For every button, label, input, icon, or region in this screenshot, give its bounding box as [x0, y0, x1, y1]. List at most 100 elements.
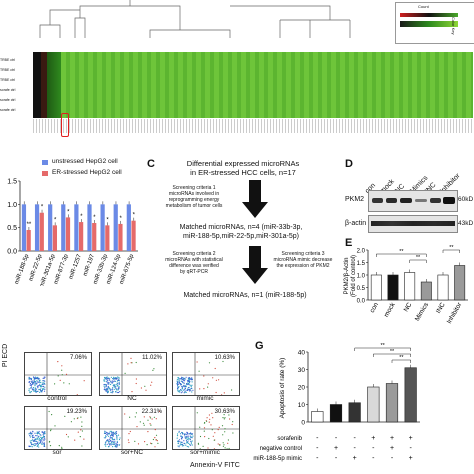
x-tick-label: con	[369, 301, 380, 314]
flow-dot	[155, 418, 157, 420]
significance-bracket	[409, 259, 427, 263]
flow-dot	[149, 423, 151, 425]
flow-dot	[187, 377, 189, 379]
flow-dot	[208, 362, 211, 364]
flow-dot	[40, 390, 42, 393]
flow-dot	[42, 382, 44, 384]
flow-dot	[210, 424, 212, 426]
band	[443, 197, 455, 204]
flow-dot	[105, 445, 107, 447]
flow-dot	[109, 389, 111, 391]
flow-dot	[107, 391, 109, 393]
flow-dot	[115, 433, 118, 435]
flow-dot	[112, 378, 114, 380]
flow-dot	[107, 392, 109, 394]
flow-dot	[146, 444, 148, 446]
condition-mark: -	[335, 435, 338, 442]
flow-dot	[185, 433, 187, 435]
x-tick-label: miR-877-3p	[53, 253, 70, 285]
flow-dot	[222, 442, 224, 444]
flow-plot: 22.31%	[99, 406, 167, 450]
flow-dot	[154, 437, 156, 439]
flow-dot	[65, 433, 68, 436]
flow-dot	[211, 429, 213, 431]
flow-dot	[223, 444, 225, 446]
flow-dot	[36, 443, 38, 445]
flow-dot	[183, 440, 185, 442]
bar	[126, 204, 131, 251]
significance-mark: *	[120, 216, 123, 222]
flow-dot	[183, 380, 185, 382]
flow-dot	[33, 436, 35, 438]
flow-dot	[73, 418, 75, 420]
flow-dots	[100, 353, 166, 395]
x-tick-label: INC	[435, 301, 447, 314]
flow-dot	[114, 443, 116, 445]
flow-dot	[218, 379, 220, 381]
flow-dot	[185, 386, 187, 388]
bar	[329, 404, 343, 423]
flow-dot	[179, 444, 181, 446]
heatmap-row-labels: TRBE ctrl TRBE ctrl TRBE ctrl sorafe ctr…	[0, 55, 32, 115]
flow-dot	[31, 439, 34, 441]
flow-matched-4: Matched microRNAs, n=4 (miR-33b-3p, miR-…	[179, 224, 303, 240]
flow-dot	[37, 438, 39, 440]
y-tick-label: 40	[298, 350, 306, 357]
flow-dot	[43, 377, 45, 379]
flow-dot	[113, 388, 115, 390]
flow-dot	[36, 381, 38, 383]
flow-plot: 10.63%	[172, 352, 240, 396]
bar	[105, 225, 110, 251]
flow-dot	[116, 378, 118, 380]
flow-dot	[212, 417, 214, 419]
flow-dot	[34, 388, 36, 390]
flow-dot	[145, 389, 147, 391]
bar	[52, 225, 57, 251]
flow-top-box: Differential expressed microRNAs in ER-s…	[186, 159, 300, 177]
flow-dot	[111, 437, 113, 439]
flow-dot	[106, 387, 108, 389]
flow-dot	[34, 385, 36, 387]
flow-dot	[228, 447, 230, 449]
bar	[61, 204, 66, 251]
flow-dot	[105, 435, 107, 437]
row-label: sorafe ctrl	[0, 108, 16, 112]
flow-dot	[34, 443, 36, 445]
panel-letter-e: E	[345, 237, 353, 249]
flow-dot	[222, 360, 224, 363]
condition-mark: -	[316, 445, 319, 452]
flow-dot	[224, 447, 226, 449]
y-tick-label: 1.5	[7, 179, 17, 186]
flow-dot	[112, 431, 114, 433]
panel-letter-g: G	[255, 340, 264, 352]
flow-dot	[112, 385, 114, 387]
flow-dot	[189, 435, 191, 437]
flow-dot	[190, 385, 192, 387]
flow-dot	[29, 440, 31, 442]
bar	[348, 402, 361, 423]
flow-dot	[180, 383, 182, 385]
flow-dot	[114, 445, 116, 447]
flow-dot	[180, 392, 182, 394]
y-tick-label: 1.5	[357, 261, 366, 267]
flow-dot	[118, 438, 121, 441]
flow-dot	[185, 439, 188, 441]
flow-dot	[44, 388, 46, 390]
bar	[113, 204, 118, 251]
significance-bracket	[373, 353, 411, 357]
condition-mark: -	[372, 445, 375, 452]
flow-dot	[199, 435, 202, 438]
bar	[92, 223, 97, 251]
flow-dot	[110, 439, 112, 441]
flow-dot	[178, 378, 180, 380]
flow-dot	[28, 377, 30, 380]
flow-dot	[33, 383, 35, 385]
flow-dot	[106, 443, 108, 445]
flow-dot	[110, 443, 112, 445]
flow-dot	[179, 384, 181, 386]
flow-dot	[217, 429, 219, 431]
flow-dot	[32, 443, 34, 445]
flow-dot	[43, 432, 45, 434]
flow-dot	[103, 379, 105, 381]
flow-dot	[107, 432, 109, 434]
